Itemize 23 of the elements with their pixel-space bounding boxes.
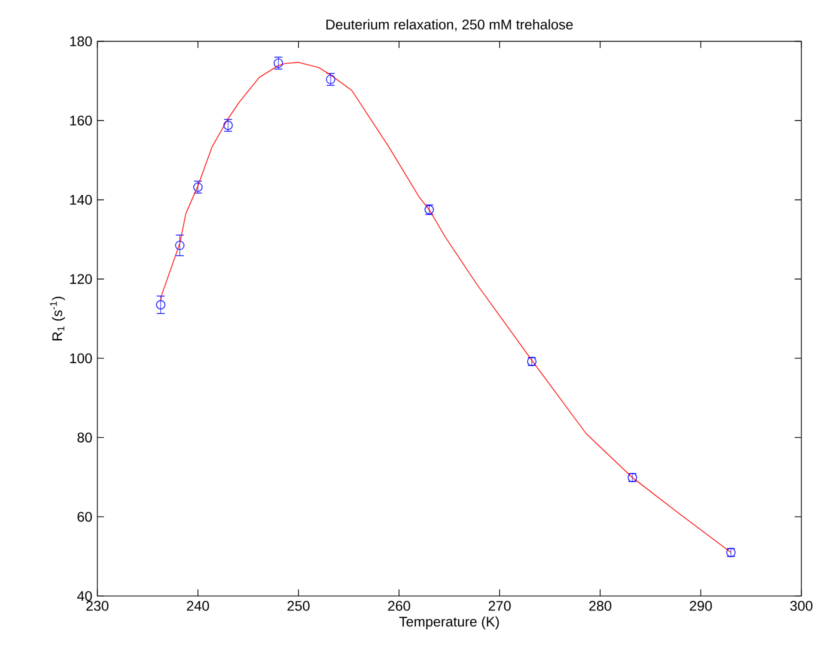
- point: [175, 240, 184, 250]
- x-tick-label: 300: [790, 600, 812, 611]
- line-series: [160, 62, 732, 553]
- chart-title: Deuterium relaxation, 250 mM trehalose: [326, 19, 573, 32]
- y-tick-label: 160: [70, 116, 92, 126]
- point: [156, 300, 166, 310]
- y-tick-label: 80: [78, 432, 92, 442]
- x-tick-label: 290: [690, 600, 712, 611]
- y-tick-label: 100: [70, 353, 92, 364]
- x-axis-title: Temperature (K): [399, 616, 499, 630]
- point: [223, 120, 233, 130]
- y-tick-label: 140: [70, 194, 92, 205]
- y-tick-label: 180: [70, 36, 92, 46]
- x-tick-label: 270: [488, 600, 511, 611]
- x-tick-label: 260: [388, 600, 410, 611]
- y-axis-title: R$_{1}$ (s$^{-1}$): [50, 296, 65, 340]
- x-tick-label: 280: [589, 600, 612, 611]
- y-tick-label: 40: [77, 591, 92, 601]
- y-tick-label: 120: [70, 274, 92, 284]
- x-tick-label: 230: [86, 600, 108, 611]
- x-tick-label: 240: [186, 600, 209, 611]
- y-tick-label: 60: [78, 512, 92, 522]
- x-tick-label: 250: [288, 600, 310, 611]
